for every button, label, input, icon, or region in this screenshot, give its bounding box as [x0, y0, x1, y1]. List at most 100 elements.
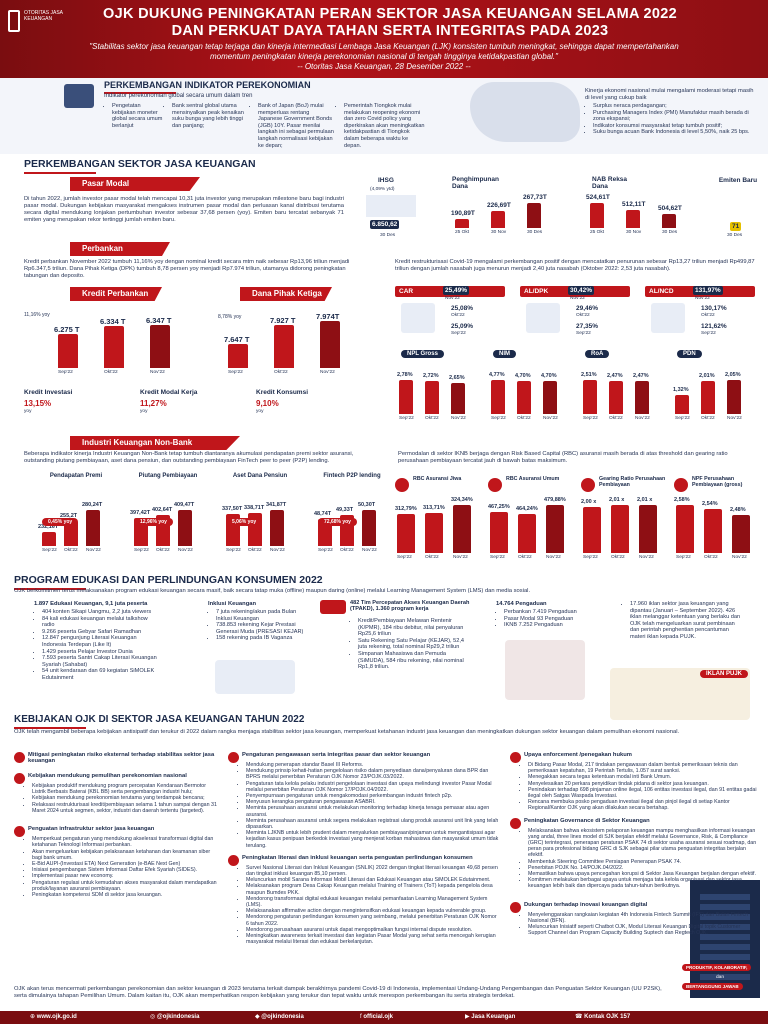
dpk-ribbon: Dana Pihak Ketiga — [240, 287, 332, 301]
iknb-month: Nov'22 — [86, 548, 101, 553]
rbc-bar — [583, 506, 601, 553]
keb-left-list: Memperkuat pengaturan yang mendukung aks… — [24, 836, 219, 898]
dpk-bar — [320, 321, 340, 368]
npl-value: 2,65% — [449, 374, 465, 381]
edu-col1-head: 1.897 Edukasi Keuangan, 9,1 juta peserta — [34, 601, 148, 607]
dana-label: 25 Okt — [455, 230, 470, 235]
rbc-value: 467,25% — [488, 503, 510, 510]
keb-mid-item: Meningkatkan awareness terkait investasi… — [246, 933, 500, 945]
rbc-bar — [518, 513, 536, 553]
dpk-label: Nov'22 — [320, 370, 335, 375]
footer-twitter[interactable]: ◆ @ojkindonesia — [255, 1014, 304, 1020]
npl-value: 2,51% — [581, 372, 597, 378]
rbc-month: Okt'22 — [611, 555, 625, 560]
iknb-month: Nov'22 — [178, 548, 193, 553]
keb-right-item: Komitmen melakukan berbagai upaya untuk … — [528, 877, 760, 889]
rbc-bar — [490, 511, 508, 553]
rbc-value: 2,48% — [730, 506, 746, 513]
rbc-title: NPF Perusahaan Pembiayaan (gross) — [692, 476, 743, 488]
iknb-pct: 0,45% yoy — [42, 518, 79, 526]
keb-left-item: Memperkuat pengaturan yang mendukung aks… — [32, 836, 219, 848]
kebijakan-intro: OJK telah mengambil beberapa kebijakan a… — [14, 729, 680, 735]
npl-value: 2,47% — [633, 373, 649, 379]
keb-right-list: Menyelenggarakan rangkaian kegiatan 4th … — [520, 912, 760, 937]
credit-kind-label: Kredit Investasi — [24, 389, 73, 396]
iknb-month: Okt'22 — [340, 548, 354, 553]
kredit-value: 6.275 T — [54, 324, 80, 334]
kredit-value: 6.347 T — [146, 315, 172, 325]
footer-instagram[interactable]: ◎ @ojkindonesia — [150, 1014, 200, 1020]
kredit-label: Sep'22 — [58, 370, 73, 375]
footer-facebook[interactable]: f official.ojk — [360, 1014, 394, 1020]
iknb-bar — [362, 510, 376, 546]
npl-value: 4,70% — [515, 372, 531, 379]
iknb-bar — [178, 510, 192, 546]
keb-left-icon — [14, 826, 25, 838]
ratio-month-nov: Nov'22 — [570, 296, 585, 301]
npl-month: Sep'22 — [583, 416, 598, 421]
npl-bar — [425, 381, 439, 414]
dana-bar — [491, 211, 505, 228]
credit-kind-value: 11,27% — [140, 399, 167, 408]
iknb-value: 337,50T — [222, 506, 243, 513]
npl-value: 2,47% — [607, 373, 623, 379]
ratio-value-okt: 29,46% — [576, 305, 599, 312]
emiten-label: Emiten Baru — [718, 177, 758, 184]
npl-month: Okt'22 — [425, 416, 439, 421]
nab-label: 30 Nov — [626, 230, 642, 235]
npl-bar — [727, 380, 741, 414]
iknb-month: Nov'22 — [362, 548, 377, 553]
iknb-month: Nov'22 — [270, 548, 285, 553]
ratio-value-nov: 131,97% — [693, 286, 723, 295]
keb-left-item: Pengaturan regulasi untuk kemudahan akse… — [32, 880, 219, 892]
macro-item-1: Pengetatan kebijakan moneter global seca… — [104, 103, 164, 129]
npl-month: Okt'22 — [701, 416, 715, 421]
keb-left-item: Peningkatan kompetensi SDM di sektor jas… — [32, 892, 219, 898]
kredit-bar — [150, 324, 170, 368]
keb-mid-item: Survei Nasional Literasi dan Inklusi Keu… — [246, 865, 500, 877]
pasar-modal-ribbon: Pasar Modal — [70, 177, 200, 191]
footer: ⊕ www.ojk.go.id ◎ @ojkindonesia ◆ @ojkin… — [0, 1011, 768, 1024]
building-label-2: dan — [716, 975, 725, 980]
nab-label: NAB Reksa Dana — [592, 176, 628, 190]
npl-bar — [583, 380, 597, 414]
iknb-value: 409,47T — [174, 502, 195, 508]
macro-item-3: Bank of Japan (BoJ) mulai memperluas ren… — [250, 103, 335, 149]
keb-mid-icon — [228, 854, 239, 866]
header-banner: OTORITAS JASA KEUANGAN OJK DUKUNG PENING… — [0, 0, 768, 78]
iknb-value: 255,2T — [60, 513, 78, 520]
tpakd-logo — [320, 600, 346, 614]
kredit-ribbon: Kredit Perbankan — [70, 287, 162, 301]
quote-line3: -- Otoritas Jasa Keuangan, 28 Desember 2… — [297, 62, 471, 71]
perbankan-text-right: Kredit restrukturisasi Covid-19 mengalam… — [395, 259, 755, 272]
macro-subtitle: Indikator perekonomian global secara umu… — [104, 93, 253, 99]
rbc-value: 464,24% — [516, 505, 538, 512]
iknb-pct: 72,68% yoy — [318, 518, 357, 526]
footer-web[interactable]: ⊕ www.ojk.go.id — [30, 1014, 77, 1020]
keb-right-icon — [510, 752, 521, 763]
dana-label: 30 Des — [527, 230, 543, 235]
ratio-month-sep: Sep'22 — [451, 331, 466, 336]
nab-bar — [662, 214, 676, 228]
ihsg-value: 6.850,62 — [370, 220, 400, 229]
footer-youtube[interactable]: ▶ Jasa Keuangan — [465, 1014, 516, 1020]
keb-left-list: Kebijakan produktif mendukung program pe… — [24, 783, 219, 814]
dana-bar — [527, 202, 541, 228]
npl-chart-title: NPL Gross — [401, 350, 444, 358]
ratio-icon — [526, 303, 560, 333]
ratio-month-okt: Okt'22 — [576, 313, 590, 318]
keb-left-item: Implementasi pasar new economy. — [32, 873, 219, 879]
keb-left-item: E-Bid AUPI-(Investasi ETA) Next Generati… — [32, 861, 219, 867]
ratio-value-sep: 27,35% — [576, 323, 599, 330]
keb-mid-head: Pengaturan pengawasan serta integritas p… — [242, 752, 431, 758]
npl-bar — [491, 380, 505, 414]
footer-phone[interactable]: ☎ Kontak OJK 157 — [575, 1014, 631, 1020]
keb-right-item: Membentuk Steering Committee Persiapan P… — [528, 859, 760, 865]
ratio-month-nov: Nov'22 — [695, 296, 710, 301]
kredit-bar — [104, 326, 124, 368]
keb-right-icon — [510, 817, 521, 829]
rbc-bar — [639, 505, 657, 553]
kredit-pct: 11,16% yoy — [24, 312, 50, 318]
keb-right-item: Menyelenggarakan rangkaian kegiatan 4th … — [528, 912, 760, 924]
nab-label: 30 Des — [662, 230, 678, 235]
